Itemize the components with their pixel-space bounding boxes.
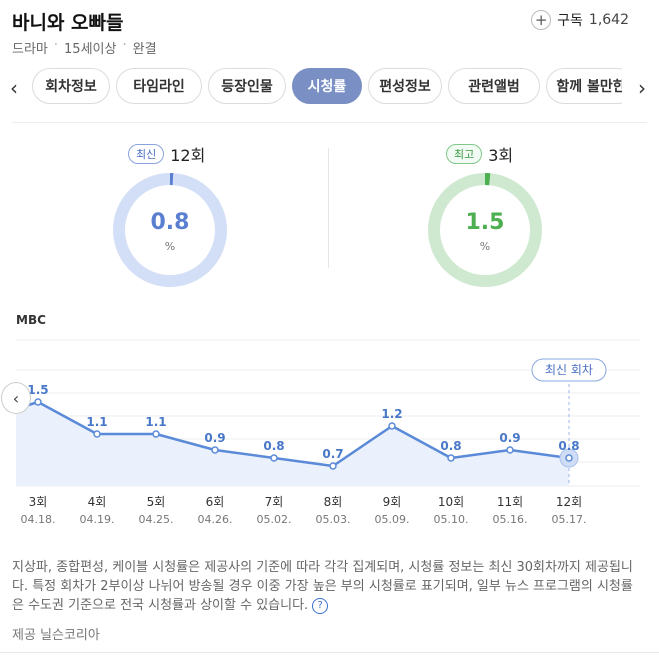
chevron-right-icon[interactable]: › xyxy=(638,76,646,100)
data-point xyxy=(93,430,101,438)
latest-episode: 12회 xyxy=(170,146,206,165)
data-point xyxy=(211,446,219,454)
x-tick-label: 7회 xyxy=(265,495,284,509)
highest-unit: % xyxy=(479,240,491,253)
data-label: 0.8 xyxy=(440,439,461,453)
chart-prev-button[interactable]: ‹ xyxy=(1,382,31,414)
data-point xyxy=(565,454,573,462)
x-date-label: 05.10. xyxy=(434,513,469,526)
latest-value: 0.8 xyxy=(150,210,190,235)
bottom-divider xyxy=(0,652,659,653)
age-rating: 15세이상 xyxy=(64,42,117,57)
x-tick-label: 6회 xyxy=(206,495,225,509)
latest-callout-box xyxy=(531,358,607,382)
status: 완결 xyxy=(132,42,157,57)
tab-3[interactable]: 시청률 xyxy=(292,68,362,104)
data-label: 0.8 xyxy=(558,439,579,453)
footnote-text: 지상파, 종합편성, 케이블 시청률은 제공사의 기준에 따라 각각 집계되며,… xyxy=(12,560,633,613)
data-point xyxy=(447,454,455,462)
highest-value: 1.5 xyxy=(465,210,505,235)
x-date-label: 04.26. xyxy=(198,513,233,526)
tab-6[interactable]: 함께 볼만한 xyxy=(546,68,622,104)
tab-row: 회차정보 타임라인 등장인물 시청률 편성정보 관련앨범 함께 볼만한 xyxy=(32,68,622,108)
latest-header: 최신 12회 xyxy=(128,142,205,166)
chart-area xyxy=(16,402,569,486)
subscribe-count: 1,642 xyxy=(588,12,629,28)
tab-1[interactable]: 타임라인 xyxy=(116,68,202,104)
x-tick-label: 10회 xyxy=(438,495,464,509)
help-icon[interactable]: ? xyxy=(312,597,329,614)
highest-ring xyxy=(428,173,542,287)
tab-2[interactable]: 등장인물 xyxy=(208,68,286,104)
tab-4[interactable]: 편성정보 xyxy=(368,68,442,104)
x-date-label: 05.17. xyxy=(552,513,587,526)
data-point xyxy=(388,422,396,430)
x-tick-label: 12회 xyxy=(556,495,582,509)
data-point xyxy=(506,446,514,454)
subscribe-label: 구독 xyxy=(557,13,583,29)
data-label: 1.1 xyxy=(145,415,166,429)
subscribe-button[interactable]: + 구독 1,642 xyxy=(531,10,629,30)
data-label: 0.9 xyxy=(499,431,520,445)
highest-episode: 3회 xyxy=(488,146,514,165)
chevron-left-icon[interactable]: ‹ xyxy=(10,76,18,100)
data-point xyxy=(152,430,160,438)
x-date-label: 04.19. xyxy=(80,513,115,526)
x-tick-label: 11회 xyxy=(497,495,523,509)
tab-bar: ‹ 회차정보 타임라인 등장인물 시청률 편성정보 관련앨범 함께 볼만한 › xyxy=(0,68,659,108)
provider: 제공 닐슨코리아 xyxy=(12,628,100,643)
latest-unit: % xyxy=(164,240,176,253)
data-label: 0.7 xyxy=(322,447,343,461)
x-tick-label: 9회 xyxy=(383,495,402,509)
latest-ring xyxy=(113,173,227,287)
x-date-label: 04.25. xyxy=(139,513,174,526)
data-label: 0.8 xyxy=(263,439,284,453)
highest-header: 최고 3회 xyxy=(446,142,513,166)
footnote: 지상파, 종합편성, 케이블 시청률은 제공사의 기준에 따라 각각 집계되며,… xyxy=(12,558,642,615)
ratings-panel xyxy=(12,122,647,535)
genre: 드라마 xyxy=(12,42,48,57)
x-tick-label: 8회 xyxy=(324,495,343,509)
program-meta: 드라마 · 15세이상 · 완결 xyxy=(12,38,157,57)
meta-separator: · xyxy=(122,38,127,53)
data-point xyxy=(34,398,42,406)
tab-5[interactable]: 관련앨범 xyxy=(448,68,540,104)
x-date-label: 05.03. xyxy=(316,513,351,526)
data-label: 1.5 xyxy=(27,383,48,397)
stat-divider xyxy=(328,148,329,268)
data-label: 1.1 xyxy=(86,415,107,429)
data-label: 1.2 xyxy=(381,407,402,421)
data-label: 0.9 xyxy=(204,431,225,445)
latest-callout-label: 최신 회차 xyxy=(545,363,593,377)
highest-badge: 최고 xyxy=(446,144,483,164)
x-date-label: 05.02. xyxy=(257,513,292,526)
meta-separator: · xyxy=(53,38,59,53)
x-date-label: 05.09. xyxy=(375,513,410,526)
ratings-line-chart: 1.5 3회 04.18. 1.1 4회 04.19. 1.1 5회 04.25. 0.9 6회 04… xyxy=(15,339,640,526)
program-title: 바니와 오빠들 xyxy=(12,12,124,34)
x-tick-label: 4회 xyxy=(88,495,107,509)
data-point xyxy=(270,454,278,462)
x-date-label: 05.16. xyxy=(493,513,528,526)
station-label: MBC xyxy=(16,313,46,327)
x-tick-label: 5회 xyxy=(147,495,166,509)
x-tick-label: 3회 xyxy=(29,495,48,509)
latest-badge: 최신 xyxy=(128,144,165,164)
tab-0[interactable]: 회차정보 xyxy=(32,68,110,104)
data-point xyxy=(329,462,337,470)
x-date-label: 04.18. xyxy=(21,513,56,526)
plus-icon: + xyxy=(531,10,552,30)
